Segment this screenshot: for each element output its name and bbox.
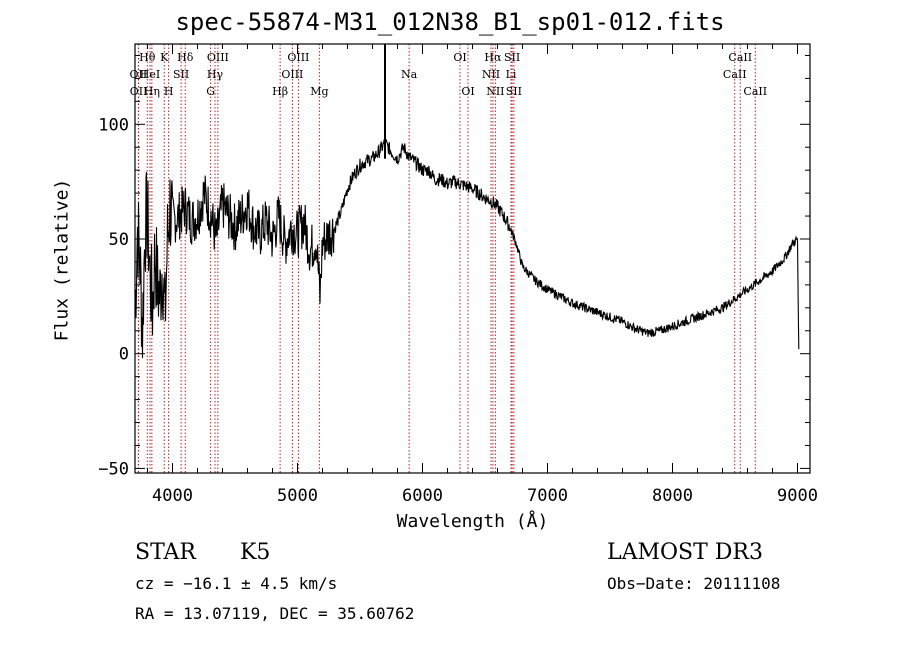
line-marker-label-26: CaII [723,68,747,81]
x-tick-label-2: 6000 [402,486,443,506]
redshift-readout: cz = −16.1 ± 4.5 km/s [135,574,338,593]
y-tick-label-0: −50 [98,459,129,479]
line-marker-label-24: SII [506,85,522,98]
line-marker-label-21: NII [486,85,504,98]
line-marker-label-4: Hη [144,85,160,98]
object-class: STAR [135,540,196,565]
survey-label: LAMOST DR3 [607,540,763,565]
x-axis-ticks: 4000 5000 6000 7000 8000 9000 [147,44,818,506]
line-marker-label-12: Hβ [272,85,288,98]
x-tick-label-4: 8000 [652,486,693,506]
line-marker-label-15: Mg [310,85,328,98]
line-marker-label-1: OII [130,68,148,81]
line-marker-label-13: OIII [287,51,309,64]
line-marker-label-14: OIII [281,68,303,81]
line-marker-label-22: SII [504,51,520,64]
line-marker-label-7: SII [173,68,189,81]
line-marker-label-6: H [164,85,174,98]
line-marker-label-23: Li [506,68,517,81]
line-marker-label-8: Hδ [177,51,194,64]
observation-date: Obs−Date: 20111108 [607,574,781,593]
line-marker-label-19: Hα [484,51,502,64]
spectrum-series-line [134,138,800,359]
line-marker-label-20: NII [482,68,500,81]
line-marker-label-25: CaII [728,51,752,64]
plot-frame [134,43,811,474]
x-tick-label-3: 7000 [527,486,568,506]
x-tick-label-1: 5000 [277,486,318,506]
object-subclass: K5 [240,540,271,565]
x-axis-label: Wavelength (Å) [396,511,549,532]
coordinates-readout: RA = 13.07119, DEC = 35.60762 [135,604,415,623]
line-marker-label-18: OI [461,85,474,98]
line-marker-label-11: G [206,85,215,98]
emission-line-markers [137,44,756,473]
x-tick-label-5: 9000 [777,486,818,506]
y-tick-label-3: 100 [98,115,129,135]
line-marker-label-3: HeI [140,68,160,81]
chart-title: spec-55874-M31_012N38_B1_sp01-012.fits [175,8,725,36]
line-marker-label-10: Hγ [207,68,224,81]
line-marker-label-5: K [160,51,169,64]
line-marker-label-2: OII [130,85,148,98]
y-tick-label-1: 0 [119,345,129,365]
line-marker-label-9: OIII [207,51,229,64]
x-tick-label-0: 4000 [152,486,193,506]
line-marker-label-16: Na [401,68,418,81]
y-axis-ticks: −50 0 50 100 [98,54,810,479]
line-marker-label-0: Hθ [139,51,156,64]
y-tick-label-2: 50 [109,230,129,250]
y-axis-label: Flux (relative) [51,178,73,342]
line-marker-label-17: OI [453,51,466,64]
line-marker-label-27: CaII [743,85,767,98]
